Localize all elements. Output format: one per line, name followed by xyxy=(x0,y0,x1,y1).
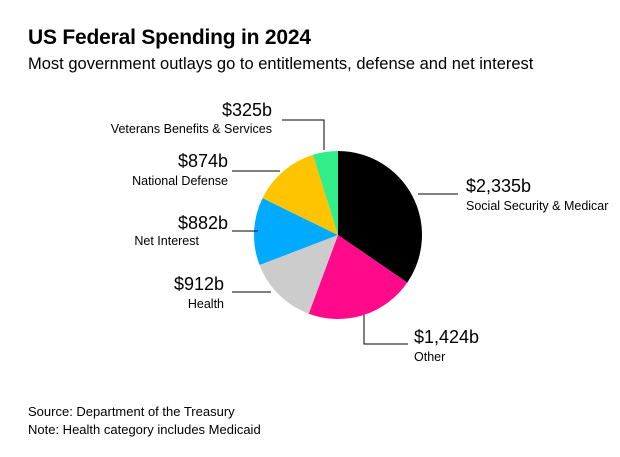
leader-line xyxy=(282,119,325,150)
slice-value-label: $325b xyxy=(222,100,272,120)
pie-slice-net-interest xyxy=(253,198,338,266)
slice-category-label: Net Interest xyxy=(134,234,199,248)
slice-value-label: $2,335b xyxy=(466,176,531,196)
slice-value-label: $874b xyxy=(178,151,228,171)
pie-slice-health xyxy=(259,235,338,314)
chart-title: US Federal Spending in 2024 xyxy=(28,26,311,49)
slice-category-label: National Defense xyxy=(132,174,228,188)
pie-slice-social-security-medicare xyxy=(338,151,422,283)
slice-category-label: Social Security & Medicar xyxy=(466,199,608,213)
slice-category-label: Health xyxy=(188,297,224,311)
slice-value-label: $882b xyxy=(178,213,228,233)
pie-slice-other xyxy=(308,235,408,319)
slice-category-label: Veterans Benefits & Services xyxy=(111,122,272,136)
pie-slice-veterans-benefits-services xyxy=(312,151,338,235)
source-note: Source: Department of the Treasury xyxy=(28,404,235,419)
pie-slice-national-defense xyxy=(262,154,338,235)
slice-value-label: $912b xyxy=(174,274,224,294)
footnote: Note: Health category includes Medicaid xyxy=(28,422,261,437)
slice-category-label: Other xyxy=(414,350,445,364)
chart-subtitle: Most government outlays go to entitlemen… xyxy=(28,55,534,73)
leader-line xyxy=(363,315,408,345)
slice-value-label: $1,424b xyxy=(414,327,479,347)
